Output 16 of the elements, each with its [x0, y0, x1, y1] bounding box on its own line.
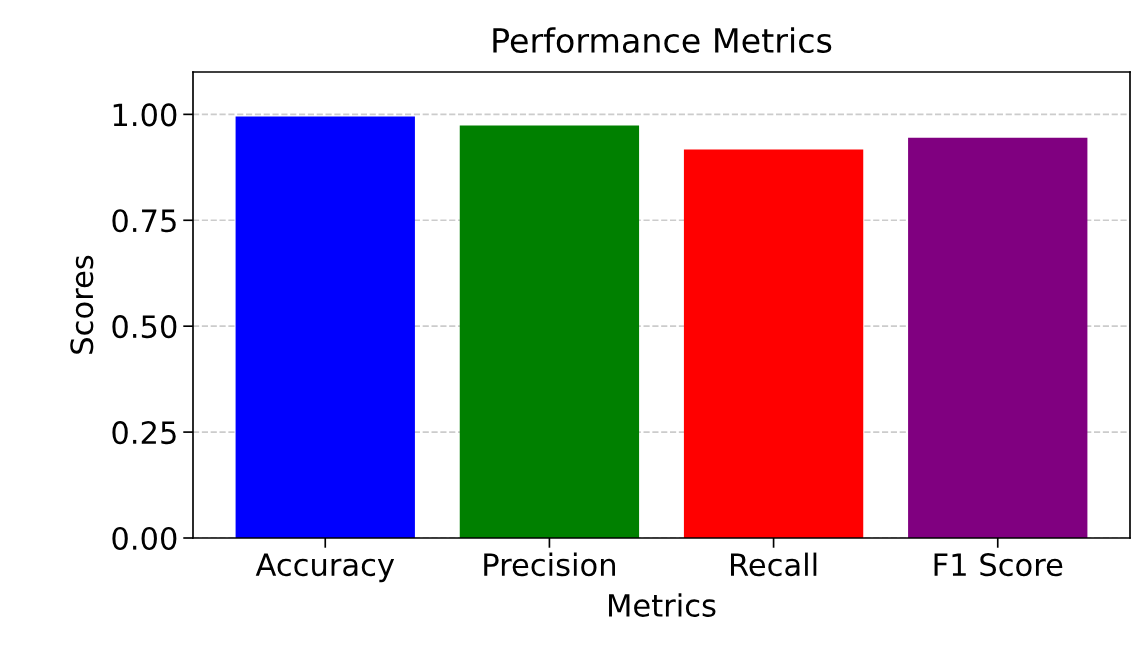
x-axis-title: Metrics: [609, 593, 716, 617]
y-tick-label: 0.00: [112, 526, 177, 551]
x-tick-label: F1 Score: [934, 553, 1063, 577]
y-tick-label: 0.50: [112, 315, 177, 339]
bar: [908, 137, 1088, 538]
chart-title: Performance Metrics: [493, 27, 832, 54]
y-tick-label: 0.75: [112, 209, 176, 233]
bar: [459, 125, 640, 538]
y-tick-label: 0.25: [112, 421, 176, 445]
x-tick-label: Recall: [731, 552, 817, 577]
bar: [683, 149, 864, 538]
y-tick-label: 1.00: [113, 103, 177, 127]
x-tick-label: Precision: [484, 552, 615, 577]
x-tick-label: Accuracy: [255, 553, 395, 583]
y-axis-title: Scores: [70, 255, 94, 354]
bar: [235, 116, 415, 538]
